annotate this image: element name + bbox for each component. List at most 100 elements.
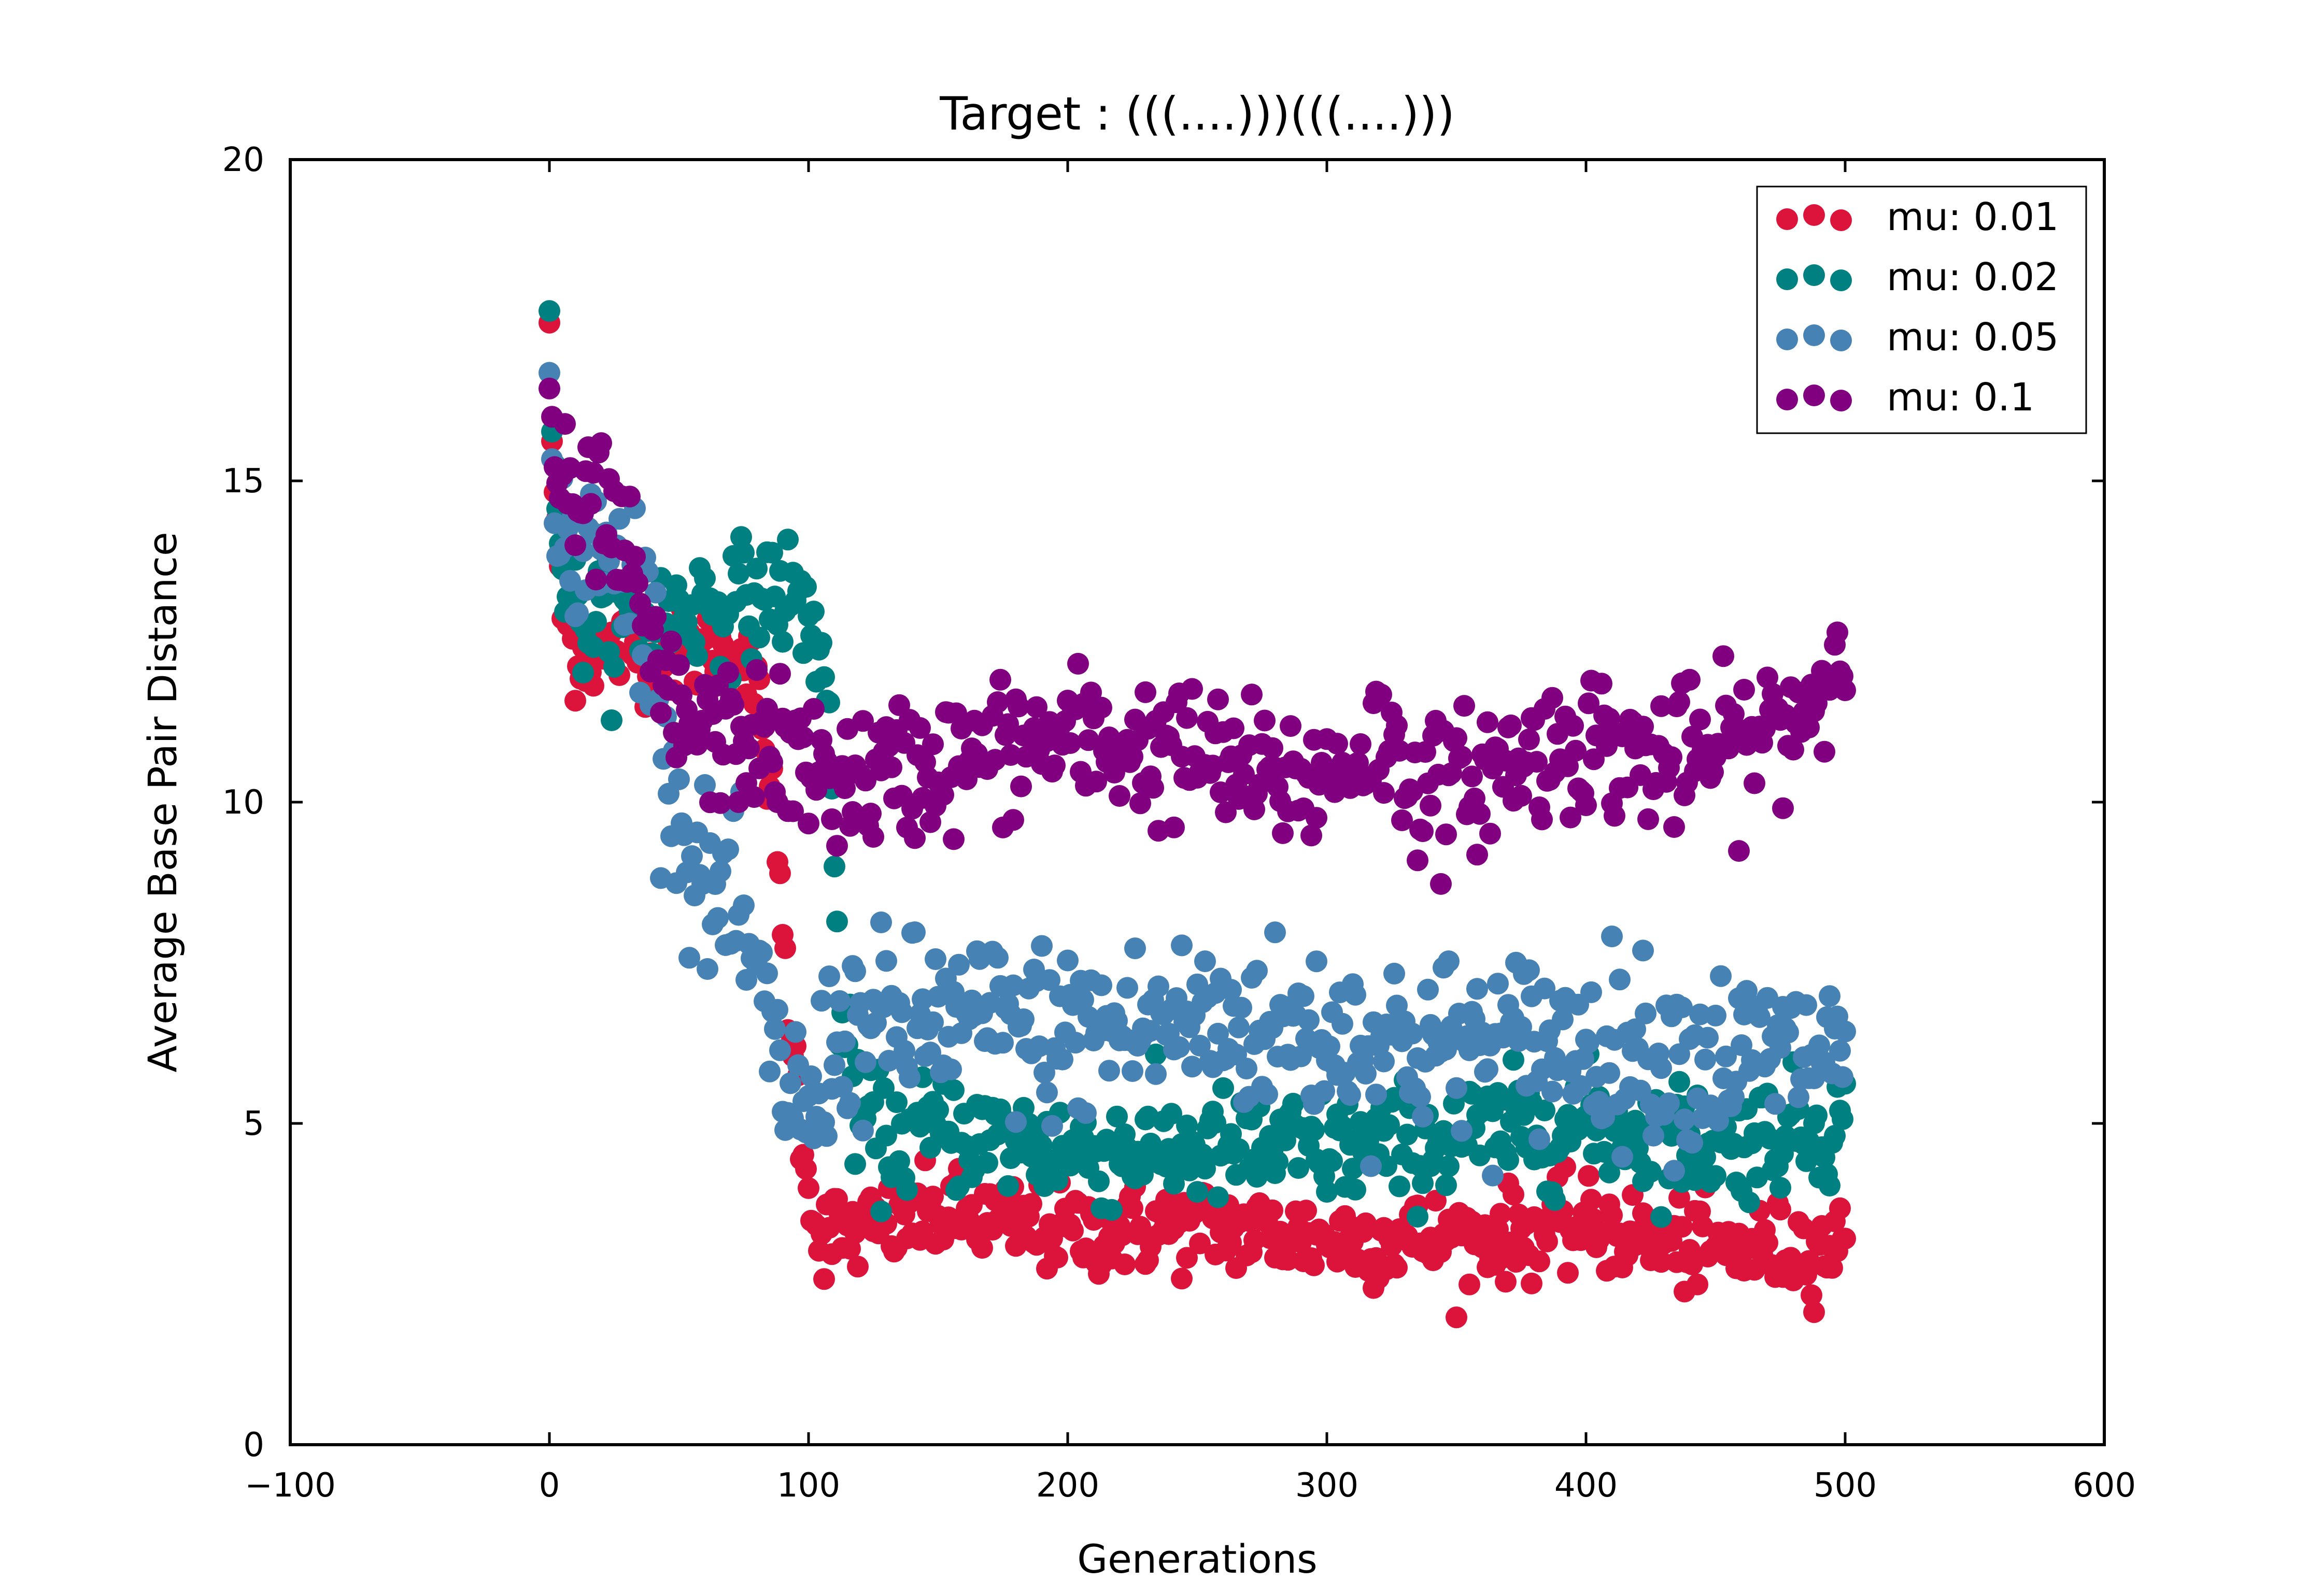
data-point — [1705, 1165, 1726, 1187]
x-tick-label: 0 — [539, 1466, 560, 1505]
data-point — [1293, 985, 1314, 1007]
data-point — [1832, 1108, 1853, 1130]
data-point — [1834, 679, 1856, 702]
data-point — [738, 737, 760, 760]
data-point — [686, 645, 708, 667]
data-point — [1036, 1081, 1058, 1104]
data-point — [1541, 1080, 1563, 1103]
series-2-points — [539, 300, 1856, 1228]
data-point — [1438, 950, 1460, 973]
data-point — [1609, 968, 1631, 991]
data-point — [1650, 1206, 1672, 1228]
data-point — [1598, 1062, 1620, 1084]
data-point — [1189, 1232, 1211, 1255]
data-point — [707, 907, 729, 929]
data-point — [1344, 984, 1366, 1006]
data-point — [1091, 696, 1112, 719]
data-point — [1059, 732, 1081, 754]
data-point — [1129, 792, 1151, 815]
data-point — [1560, 806, 1581, 829]
data-point — [1637, 808, 1659, 830]
chart-title: Target : (((....)))(((....))) — [939, 87, 1455, 140]
data-point — [1435, 1174, 1457, 1196]
data-point — [1306, 807, 1327, 829]
data-point — [1479, 822, 1501, 845]
data-point — [1407, 849, 1428, 872]
data-point — [619, 486, 641, 508]
data-point — [1026, 696, 1047, 718]
data-point — [1829, 1197, 1851, 1219]
data-point — [1091, 974, 1112, 996]
data-point — [1339, 1084, 1361, 1106]
data-point — [1233, 763, 1255, 785]
data-point — [1171, 1267, 1193, 1290]
legend-marker — [1830, 330, 1852, 351]
data-point — [1764, 1093, 1786, 1115]
legend-marker — [1830, 390, 1852, 411]
y-tick-label: 15 — [222, 462, 264, 501]
legend-marker — [1830, 209, 1852, 231]
data-point — [1466, 978, 1488, 1000]
data-point — [1528, 1250, 1550, 1273]
data-point — [816, 1125, 838, 1147]
data-point — [1041, 1227, 1063, 1249]
data-point — [1163, 816, 1185, 838]
data-point — [1461, 765, 1483, 788]
data-point — [1008, 695, 1029, 718]
data-point — [1663, 816, 1685, 838]
data-point — [1370, 683, 1392, 706]
data-point — [748, 626, 770, 649]
data-point — [824, 1054, 845, 1076]
data-point — [710, 860, 731, 882]
data-point — [1098, 1060, 1120, 1082]
data-point — [746, 659, 768, 681]
data-point — [1469, 803, 1491, 825]
data-point — [1671, 996, 1693, 1018]
data-point — [660, 630, 682, 652]
legend-marker — [1776, 389, 1798, 410]
data-point — [1319, 1035, 1340, 1058]
data-point — [1446, 1077, 1467, 1099]
data-point — [1782, 738, 1804, 761]
legend-marker — [1830, 269, 1852, 291]
data-point — [1101, 1199, 1123, 1221]
data-point — [1611, 1146, 1633, 1168]
data-point — [1262, 737, 1283, 759]
data-point — [1194, 1158, 1216, 1180]
data-point — [821, 808, 843, 830]
data-point — [1065, 1032, 1086, 1054]
data-point — [1176, 707, 1198, 729]
data-point — [1412, 1172, 1434, 1194]
data-point — [764, 1018, 786, 1040]
data-point — [780, 1072, 801, 1094]
data-point — [1451, 746, 1473, 768]
data-point — [1438, 1155, 1460, 1177]
data-point — [756, 962, 778, 985]
legend-marker — [1803, 204, 1825, 226]
data-point — [1013, 1008, 1035, 1030]
data-point — [1518, 959, 1540, 981]
data-point — [723, 694, 744, 716]
data-point — [1819, 1175, 1840, 1196]
legend: mu: 0.01 mu: 0.02 mu: 0.05 mu: 0.1 — [1756, 186, 2087, 434]
data-point — [1109, 785, 1130, 807]
data-point — [767, 999, 788, 1021]
data-point — [1757, 1232, 1778, 1254]
data-point — [1715, 1045, 1737, 1067]
data-point — [580, 493, 602, 515]
data-point — [1215, 801, 1237, 823]
data-point — [992, 1032, 1014, 1054]
data-point — [694, 774, 716, 796]
data-point — [811, 990, 832, 1012]
data-point — [1057, 949, 1079, 972]
data-point — [1497, 1149, 1519, 1171]
data-point — [1650, 1057, 1672, 1079]
y-tick-label: 10 — [222, 783, 264, 822]
data-point — [1827, 621, 1848, 644]
data-point — [1632, 939, 1654, 962]
legend-marker — [1803, 384, 1825, 406]
data-point — [1598, 1161, 1620, 1184]
series-4-points — [539, 377, 1856, 895]
data-point — [772, 631, 794, 653]
data-point — [1207, 1022, 1229, 1045]
